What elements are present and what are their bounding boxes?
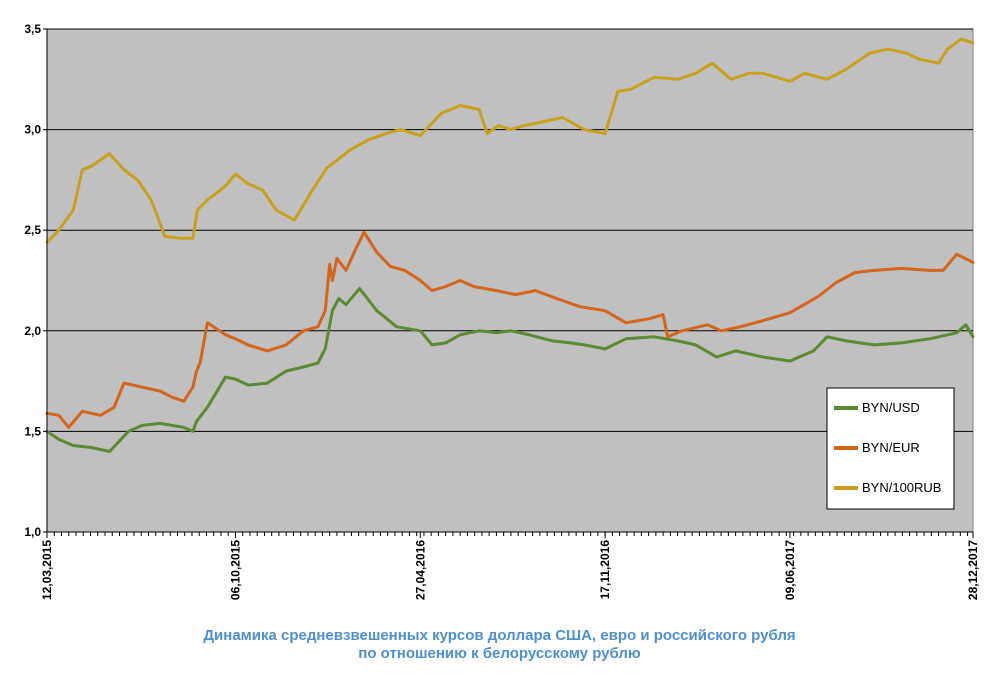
legend-label-eur: BYN/EUR xyxy=(862,440,920,455)
series-lines xyxy=(45,37,975,453)
x-tick-label: 06,10,2015 xyxy=(228,540,242,600)
x-tick-label: 28,12,2017 xyxy=(966,540,980,600)
x-tick-label: 27,04,2016 xyxy=(413,540,427,600)
legend-label-usd: BYN/USD xyxy=(862,400,920,415)
x-axis-ticks: 12,03,2015 06,10,2015 27,04,2016 17,11,2016… xyxy=(40,532,980,600)
series-line-eur xyxy=(45,230,975,429)
x-tick-label: 17,11,2016 xyxy=(598,540,612,600)
series-line-rub xyxy=(45,37,975,244)
y-tick-label: 3,5 xyxy=(24,22,41,36)
chart-caption-line-2: по отношению к белорусскому рублю xyxy=(358,645,641,662)
y-axis-ticks: 1,0 1,5 2,0 2,5 3,0 3,5 xyxy=(24,22,47,539)
y-tick-label: 2,0 xyxy=(24,324,41,338)
plot-area xyxy=(46,28,974,533)
y-tick-label: 2,5 xyxy=(24,223,41,237)
x-tick-label: 12,03,2015 xyxy=(40,540,54,600)
x-tick-label: 09,06,2017 xyxy=(783,540,797,600)
legend-label-rub: BYN/100RUB xyxy=(862,480,941,495)
y-tick-label: 3,0 xyxy=(24,123,41,137)
chart-caption-line-1: Динамика средневзвешенных курсов доллара… xyxy=(203,627,796,644)
legend: BYN/USD BYN/EUR BYN/100RUB xyxy=(826,387,955,510)
y-tick-label: 1,0 xyxy=(24,525,41,539)
y-tick-label: 1,5 xyxy=(24,424,41,438)
series-line-usd xyxy=(45,287,975,453)
